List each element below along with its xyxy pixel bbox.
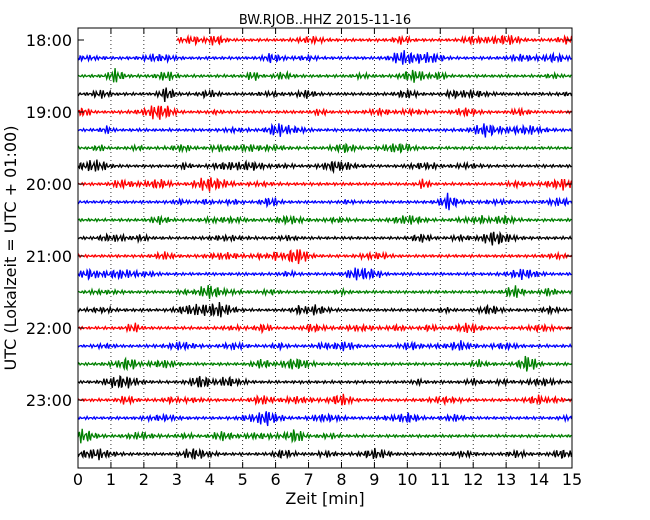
y-tick-label: 20:00 [26,175,72,194]
seismic-trace [77,321,572,335]
seismic-trace [77,355,573,372]
y-tick-label: 18:00 [26,31,72,50]
x-tick-label: 15 [562,470,582,489]
seismic-trace [77,301,573,318]
seismic-trace [176,34,573,47]
x-tick-label: 11 [430,470,450,489]
chart-title: BW.RJOB..HHZ 2015-11-16 [239,13,411,28]
seismic-trace [77,142,573,154]
seismic-trace [77,340,573,352]
grid-layer [110,28,540,468]
x-tick-label: 14 [529,470,549,489]
x-tick-label: 12 [463,470,483,489]
plot-frame [77,27,573,469]
seismic-trace [77,230,573,246]
x-tick-label: 6 [271,470,281,489]
x-tick-label: 13 [496,470,516,489]
x-tick-label: 3 [172,470,182,489]
y-tick-label: 22:00 [26,319,72,338]
seismic-trace [77,411,573,427]
y-tick-label: 21:00 [26,247,72,266]
x-tick-label: 1 [106,470,116,489]
seismic-trace [77,50,572,65]
x-tick-label: 5 [238,470,248,489]
y-tick-label: 19:00 [26,103,72,122]
seismic-trace [77,122,572,138]
seismic-trace [77,428,572,444]
x-tick-label: 9 [369,470,379,489]
seismic-trace [77,177,573,192]
x-tick-label: 2 [139,470,149,489]
x-tick-label: 0 [73,470,83,489]
x-tick-label: 7 [303,470,313,489]
y-axis-label: UTC (Lokalzeit = UTC + 01:00) [1,126,20,371]
x-axis-label: Zeit [min] [285,489,364,508]
seismic-trace [77,267,572,281]
x-tick-label: 4 [205,470,215,489]
seismic-trace [77,285,573,299]
seismic-trace [77,393,573,407]
seismic-trace [77,374,572,389]
seismic-trace [77,249,573,265]
y-tick-label: 23:00 [26,391,72,410]
tick-layer: 0 1 2 3 4 5 6 7 8 9 10 11 12 13 14 1518:0019:0020:0021:… [26,28,582,489]
x-tick-label: 10 [397,470,417,489]
seismic-trace [77,447,573,461]
seismic-trace [77,192,573,211]
x-tick-label: 8 [336,470,346,489]
seismic-trace [77,214,572,226]
seismic-trace [77,105,572,120]
seismic-trace [77,159,572,175]
seismic-trace [77,87,573,103]
trace-layer [77,34,573,461]
seismic-trace [77,68,572,83]
